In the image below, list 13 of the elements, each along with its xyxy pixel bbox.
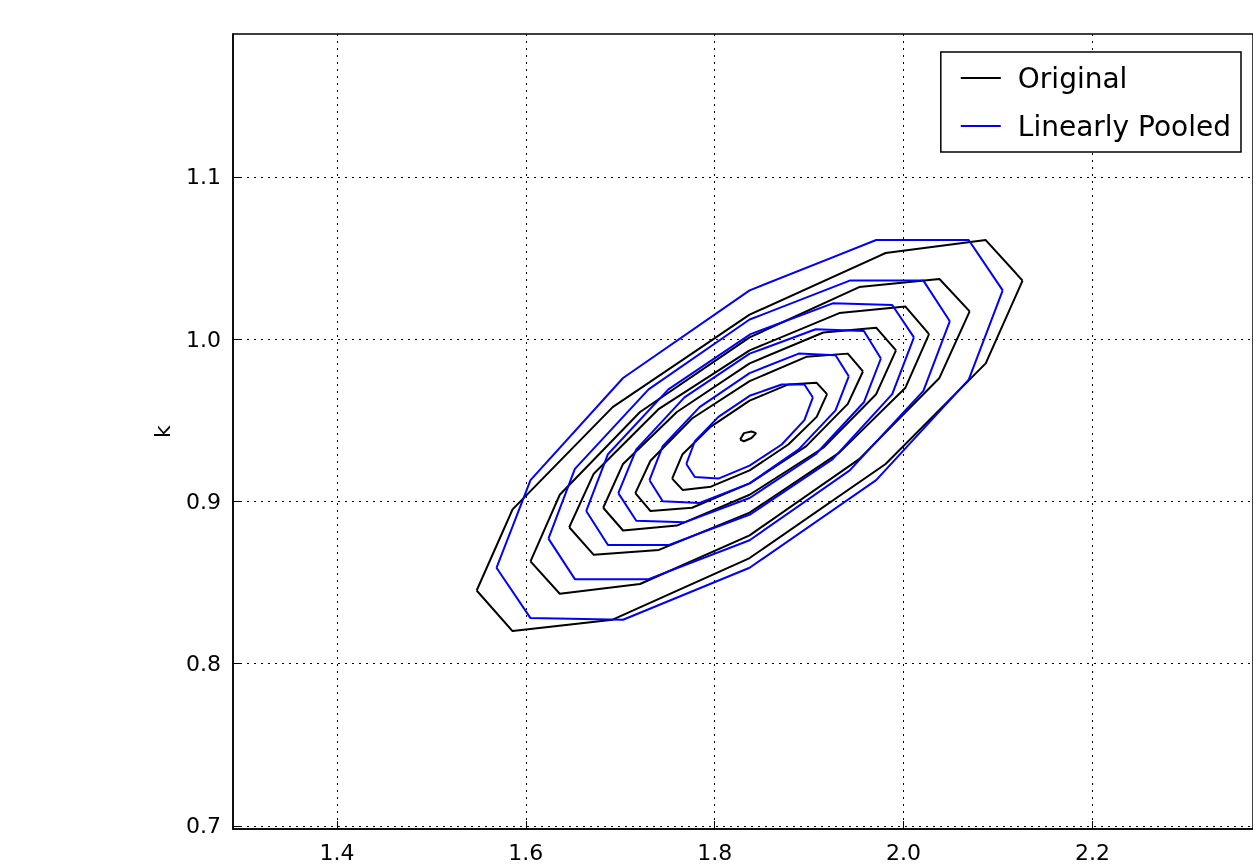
y-tick-label: 1.0 bbox=[186, 326, 221, 352]
legend-label: Linearly Pooled bbox=[1017, 109, 1231, 143]
y-tick-label: 0.9 bbox=[186, 488, 221, 514]
x-tick-label: 2.2 bbox=[1074, 839, 1110, 865]
y-tick-label: 0.8 bbox=[186, 651, 221, 677]
y-tick-label: 1.1 bbox=[186, 164, 221, 190]
y-tick-label: 0.7 bbox=[186, 813, 221, 839]
x-tick-label: 1.4 bbox=[319, 839, 355, 865]
x-tick-label: 1.8 bbox=[697, 839, 733, 865]
legend-label: Original bbox=[1017, 61, 1128, 95]
x-tick-label: 1.6 bbox=[508, 839, 544, 865]
y-axis-title: k bbox=[149, 424, 175, 438]
x-tick-label: 2.0 bbox=[886, 839, 922, 865]
